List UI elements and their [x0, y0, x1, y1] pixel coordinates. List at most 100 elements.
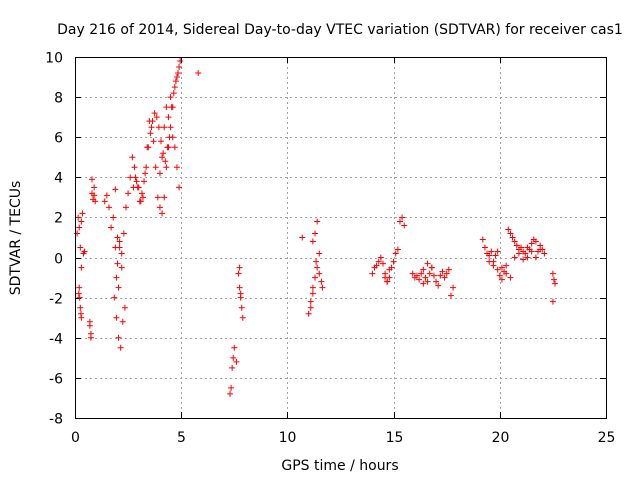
y-tick-label: -2: [49, 292, 63, 308]
data-point: [116, 238, 123, 245]
data-point: [138, 190, 145, 197]
data-point: [110, 214, 117, 221]
x-axis-title: GPS time / hours: [281, 458, 398, 474]
data-point: [118, 264, 125, 271]
data-point: [92, 198, 99, 205]
data-point: [75, 214, 82, 221]
data-point: [151, 110, 158, 117]
data-point: [513, 242, 520, 249]
data-point: [175, 70, 182, 77]
data-point: [127, 174, 134, 181]
data-point: [159, 154, 166, 161]
x-tick-label: 25: [598, 430, 616, 446]
data-point: [112, 244, 119, 251]
data-point: [142, 170, 149, 177]
data-point: [172, 78, 179, 85]
data-point: [103, 192, 110, 199]
data-point: [511, 238, 518, 245]
data-point: [91, 192, 98, 199]
data-point: [507, 230, 514, 237]
data-point: [498, 276, 505, 283]
y-tick-label: 0: [54, 252, 63, 268]
data-point: [148, 124, 155, 131]
data-point: [176, 184, 183, 191]
data-point: [167, 124, 174, 131]
x-tick-label: 5: [177, 430, 186, 446]
data-point: [524, 254, 531, 261]
data-point: [133, 178, 140, 185]
data-point: [235, 270, 242, 277]
data-point: [167, 94, 174, 101]
data-point: [195, 70, 202, 77]
data-point: [399, 214, 406, 221]
data-point: [426, 270, 433, 277]
y-tick-label: 4: [54, 171, 63, 187]
data-point: [155, 124, 162, 131]
plot-frame: [75, 57, 607, 419]
data-point: [227, 390, 234, 397]
data-point: [233, 358, 240, 365]
data-point: [314, 264, 321, 271]
data-point: [312, 230, 319, 237]
data-point: [170, 90, 177, 97]
data-point: [152, 164, 159, 171]
data-point: [176, 64, 183, 71]
y-tick-label: 2: [54, 211, 63, 227]
x-tick-label: 20: [492, 430, 510, 446]
data-point: [430, 272, 437, 279]
y-tick-label: 6: [54, 131, 63, 147]
data-point: [112, 186, 119, 193]
data-point: [507, 274, 514, 281]
data-point: [111, 294, 118, 301]
data-point: [113, 314, 120, 321]
data-point: [230, 354, 237, 361]
data-point: [113, 274, 120, 281]
data-point: [377, 254, 384, 261]
data-point: [313, 258, 320, 265]
data-point: [316, 250, 323, 257]
data-point: [552, 280, 559, 287]
data-point: [494, 266, 501, 273]
data-point: [319, 284, 326, 291]
data-point: [420, 266, 427, 273]
data-point: [392, 250, 399, 257]
data-point: [396, 218, 403, 225]
data-point: [524, 244, 531, 251]
data-point: [237, 290, 244, 297]
data-point: [236, 264, 243, 271]
data-point: [447, 292, 454, 299]
data-point: [125, 190, 132, 197]
data-point: [163, 104, 170, 111]
data-point: [169, 134, 176, 141]
data-point: [420, 280, 427, 287]
data-point: [305, 310, 312, 317]
data-point: [413, 272, 420, 279]
data-point: [307, 298, 314, 305]
data-point: [91, 184, 98, 191]
data-point: [88, 176, 95, 183]
data-point: [118, 250, 125, 257]
data-point: [158, 138, 165, 145]
data-point: [115, 334, 122, 341]
data-point: [120, 230, 127, 237]
data-point: [479, 236, 486, 243]
data-point: [117, 344, 124, 351]
data-point: [314, 218, 321, 225]
data-point: [131, 164, 138, 171]
data-point: [537, 246, 544, 253]
data-point: [160, 150, 167, 157]
data-point: [239, 314, 246, 321]
data-point: [369, 270, 376, 277]
data-point: [78, 314, 85, 321]
data-point: [87, 334, 94, 341]
data-point: [132, 174, 139, 181]
data-point: [164, 144, 171, 151]
data-point: [375, 258, 382, 265]
y-tick-label: -8: [49, 412, 63, 428]
data-point: [231, 344, 238, 351]
data-point: [481, 244, 488, 251]
data-point: [86, 322, 93, 329]
data-point: [394, 246, 401, 253]
data-point: [384, 278, 391, 285]
data-point: [168, 104, 175, 111]
